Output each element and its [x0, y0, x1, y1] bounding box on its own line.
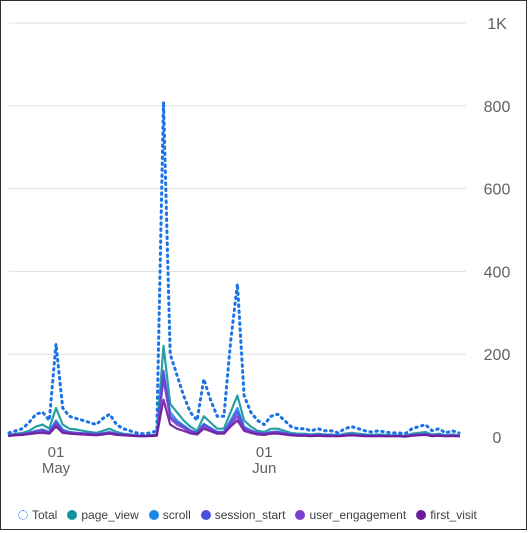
legend-item-session-start[interactable]: session_start [200, 508, 286, 522]
x-tick-label: 01 [48, 444, 65, 461]
legend-swatch-icon [148, 510, 159, 520]
legend-item-first-visit[interactable]: first_visit [416, 508, 477, 522]
y-tick-label: 0 [493, 430, 502, 447]
legend: Total page_view scroll session_start user_en… [18, 504, 524, 526]
legend-swatch-icon [416, 510, 427, 520]
series-line-user-engagement [7, 377, 461, 438]
y-tick-label: 400 [484, 264, 511, 281]
series-line-first-visit [7, 398, 461, 438]
y-tick-label: 1K [487, 16, 507, 33]
series-line-Total [7, 100, 461, 436]
legend-swatch-icon [295, 510, 306, 520]
legend-item-scroll[interactable]: scroll [148, 508, 191, 522]
legend-label: user_engagement [309, 508, 407, 522]
legend-label: first_visit [430, 508, 477, 522]
x-tick-label: 01 [256, 444, 273, 461]
legend-item-user-engagement[interactable]: user_engagement [295, 508, 406, 522]
y-tick-label: 800 [484, 99, 511, 116]
legend-swatch-icon [67, 510, 78, 520]
legend-label: scroll [162, 508, 191, 522]
legend-label: session_start [214, 508, 286, 522]
x-tick-sublabel: Jun [252, 460, 276, 477]
legend-label: Total [32, 508, 58, 522]
x-tick-sublabel: May [42, 460, 71, 477]
y-tick-label: 200 [484, 347, 511, 364]
legend-label: page_view [81, 508, 139, 522]
legend-swatch-icon [200, 510, 211, 520]
legend-item-Total[interactable]: Total [18, 508, 57, 522]
y-tick-label: 600 [484, 182, 511, 199]
legend-item-page-view[interactable]: page_view [67, 508, 139, 522]
legend-swatch-icon [18, 510, 28, 520]
